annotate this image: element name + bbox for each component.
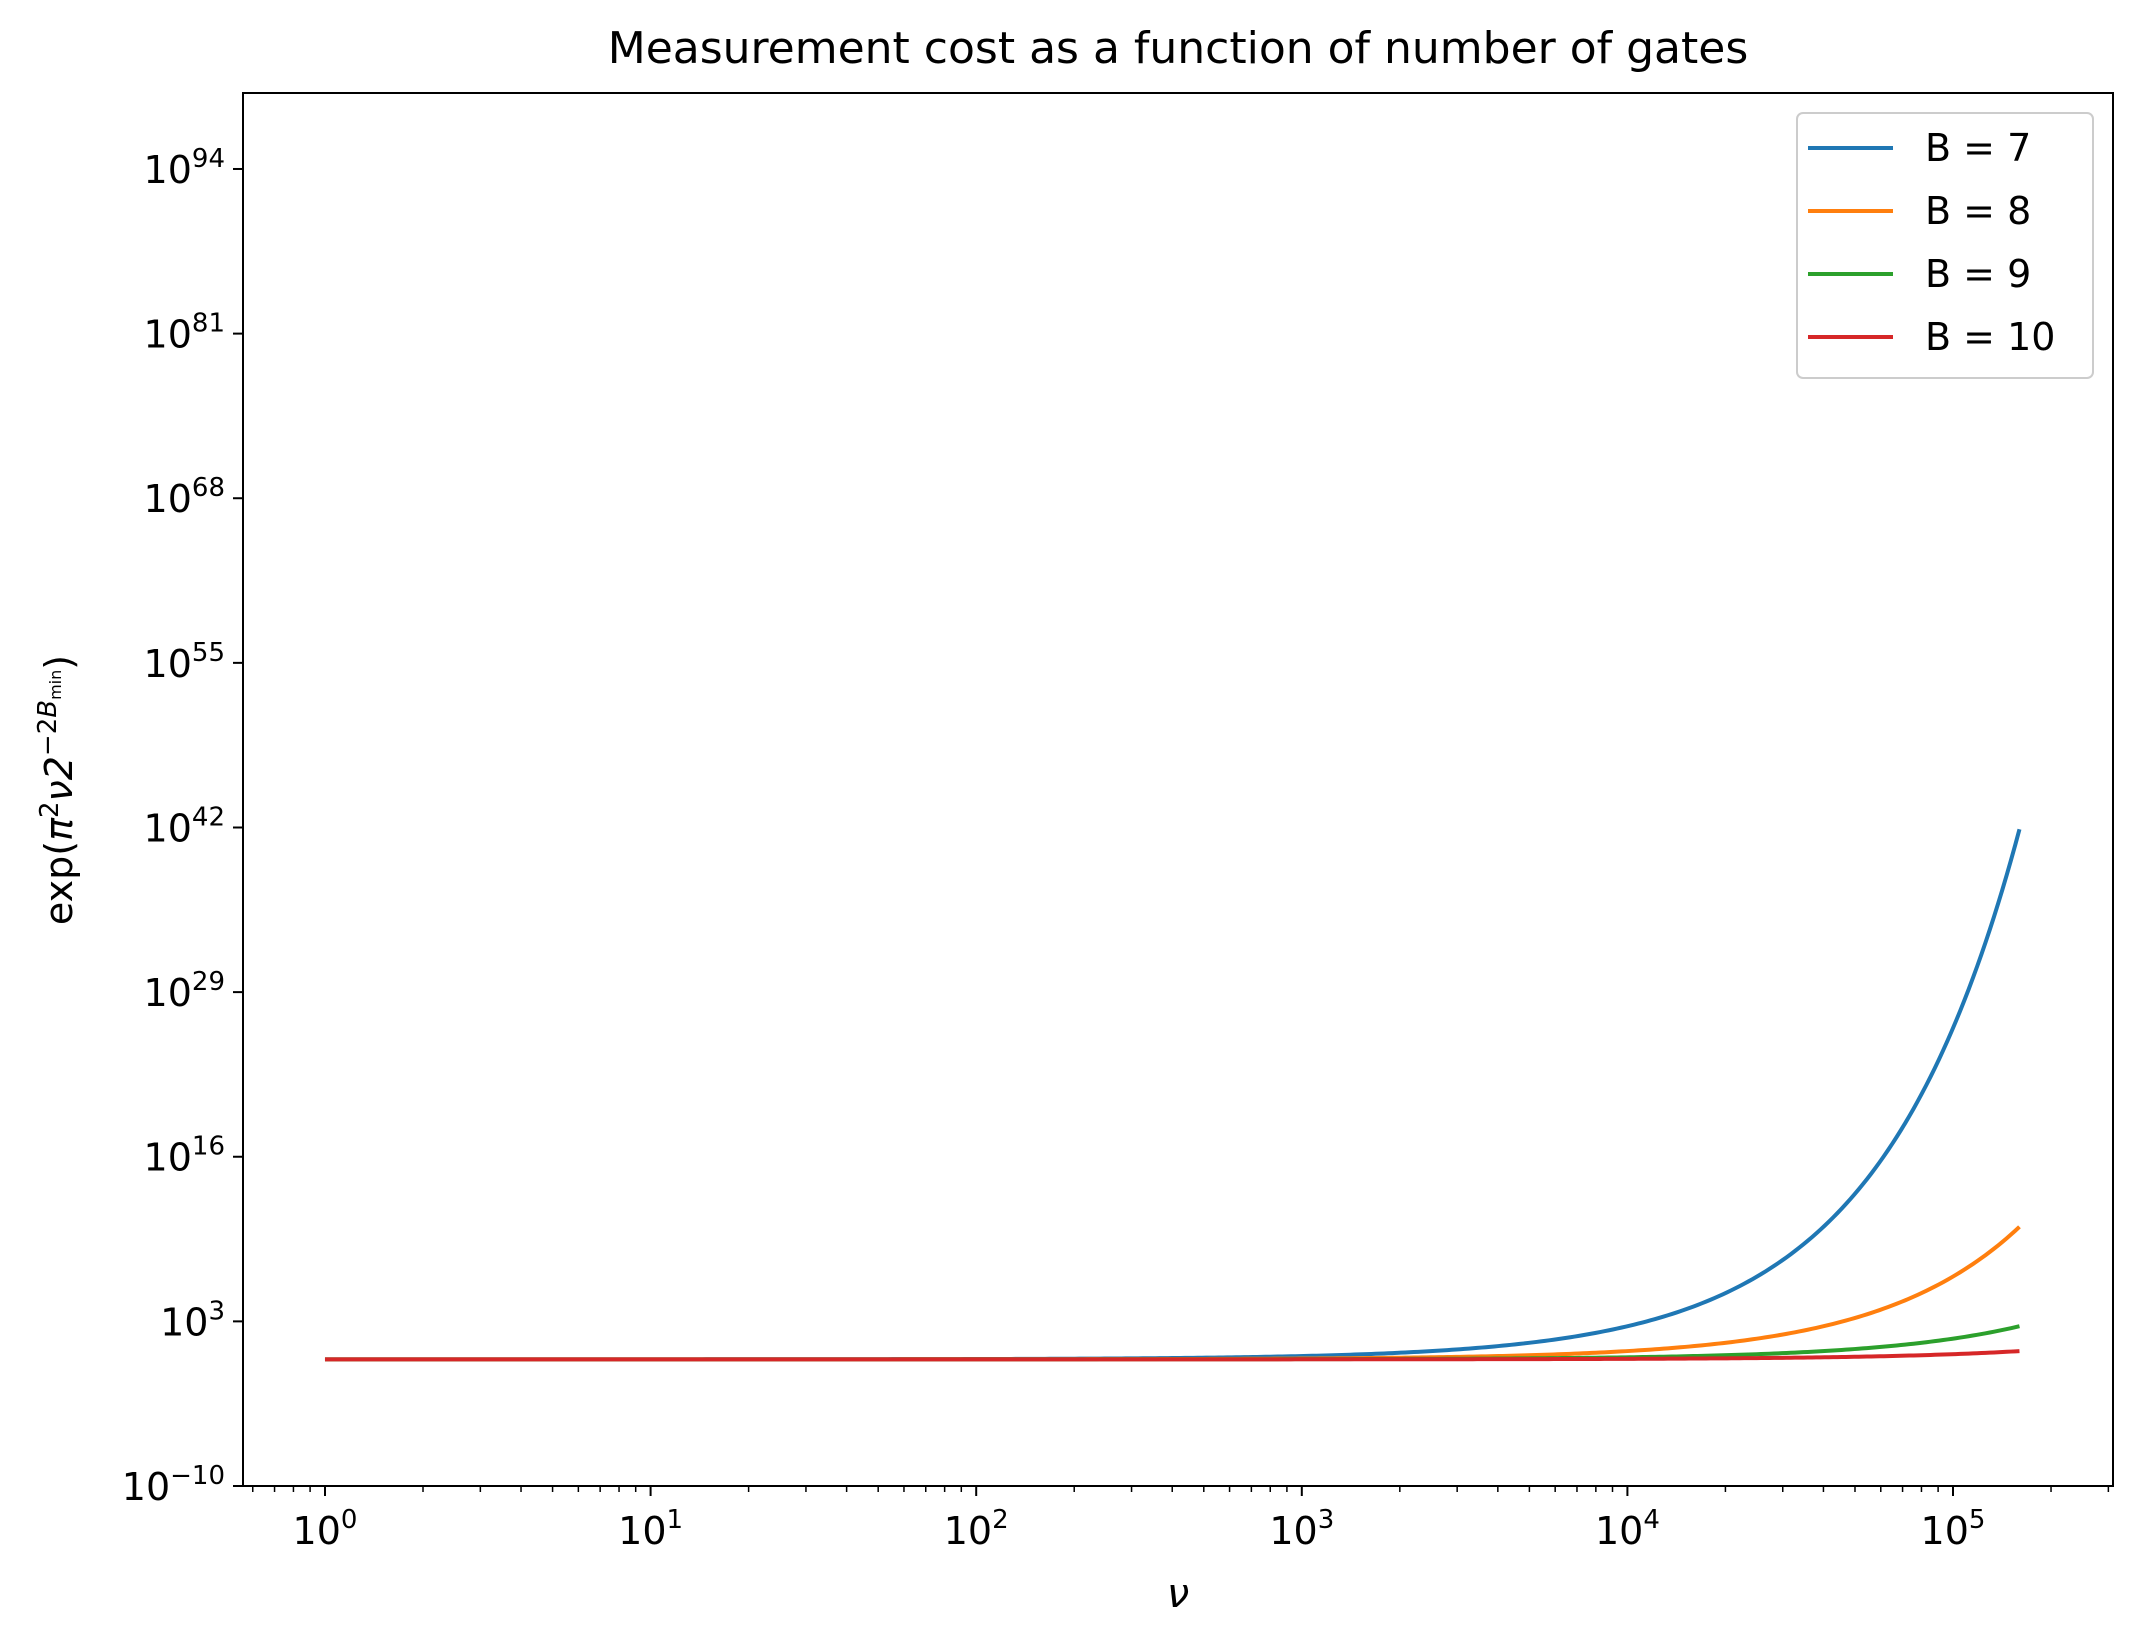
y-tick-label: 1029 xyxy=(144,967,225,1015)
y-tick-base: 10 xyxy=(144,148,192,192)
x-axis-label: ν xyxy=(1167,1571,1189,1617)
legend-label-b10: B = 10 xyxy=(1925,315,2055,359)
series-line-b10 xyxy=(324,1349,2020,1362)
series-layer xyxy=(324,828,2022,1362)
plot-frame xyxy=(242,92,2114,1487)
x-tick-label: 103 xyxy=(1269,1505,1334,1553)
y-tick-base: 10 xyxy=(144,971,192,1015)
x-tick-exp: 4 xyxy=(1643,1505,1660,1535)
x-axis: 100 101 102 103 104 105 xyxy=(252,1486,2110,1553)
x-tick-label: 105 xyxy=(1921,1505,1986,1553)
y-tick-label: 1016 xyxy=(144,1132,225,1180)
y-label-exp-minus2: −2 xyxy=(33,718,63,756)
y-tick-exp: 3 xyxy=(208,1296,225,1326)
chart-title: Measurement cost as a function of number… xyxy=(608,23,1749,74)
y-tick-label: 1068 xyxy=(144,473,225,521)
y-tick-base: 10 xyxy=(160,1300,208,1344)
y-label-prefix: exp( xyxy=(37,841,81,925)
x-tick-base: 10 xyxy=(944,1509,992,1553)
y-tick-exp: 29 xyxy=(192,967,225,997)
x-tick-label: 102 xyxy=(944,1505,1009,1553)
y-tick-exp: 16 xyxy=(192,1132,225,1162)
legend-label-b8: B = 8 xyxy=(1925,189,2031,233)
y-label-exp-b: B xyxy=(33,700,63,718)
x-tick-base: 10 xyxy=(1595,1509,1643,1553)
y-label-pi: π xyxy=(37,817,81,841)
y-tick-label: 1042 xyxy=(144,802,225,850)
x-tick-exp: 1 xyxy=(667,1505,684,1535)
y-tick-label: 103 xyxy=(160,1296,225,1344)
x-tick-exp: 5 xyxy=(1969,1505,1986,1535)
y-tick-exp: 55 xyxy=(192,638,225,668)
y-tick-base: 10 xyxy=(144,1136,192,1180)
x-tick-label: 100 xyxy=(293,1505,358,1553)
x-tick-exp: 3 xyxy=(1318,1505,1335,1535)
x-tick-base: 10 xyxy=(1269,1509,1317,1553)
x-tick-base: 10 xyxy=(618,1509,666,1553)
y-tick-label: 1055 xyxy=(144,638,225,686)
y-tick-label: 10−10 xyxy=(122,1461,225,1509)
y-label-suffix: ) xyxy=(37,655,81,670)
y-label-exp-min: min xyxy=(46,670,65,700)
y-label-pi-exp: 2 xyxy=(35,801,65,818)
y-tick-label: 1094 xyxy=(144,144,225,192)
y-tick-exp: 94 xyxy=(192,144,225,174)
y-tick-exp: 68 xyxy=(192,473,225,503)
legend-box xyxy=(1796,112,2094,379)
y-tick-base: 10 xyxy=(144,313,192,357)
y-tick-exp: −10 xyxy=(170,1461,225,1491)
y-tick-base: 10 xyxy=(144,806,192,850)
legend: B = 7 B = 8 B = 9 B = 10 xyxy=(1796,112,2094,379)
x-tick-exp: 0 xyxy=(341,1505,358,1535)
x-tick-label: 104 xyxy=(1595,1505,1660,1553)
x-tick-exp: 2 xyxy=(992,1505,1009,1535)
y-tick-base: 10 xyxy=(122,1465,170,1509)
y-tick-exp: 81 xyxy=(192,309,225,339)
y-label-mid: ν2 xyxy=(37,756,81,801)
y-tick-label: 1081 xyxy=(144,309,225,357)
legend-label-b7: B = 7 xyxy=(1925,126,2031,170)
y-axis-label: exp(π2ν2−2Bmin) xyxy=(33,655,81,925)
x-tick-base: 10 xyxy=(293,1509,341,1553)
x-tick-label: 101 xyxy=(618,1505,683,1553)
y-tick-base: 10 xyxy=(144,642,192,686)
y-tick-base: 10 xyxy=(144,477,192,521)
x-tick-base: 10 xyxy=(1921,1509,1969,1553)
legend-label-b9: B = 9 xyxy=(1925,252,2031,296)
y-tick-exp: 42 xyxy=(192,802,225,832)
